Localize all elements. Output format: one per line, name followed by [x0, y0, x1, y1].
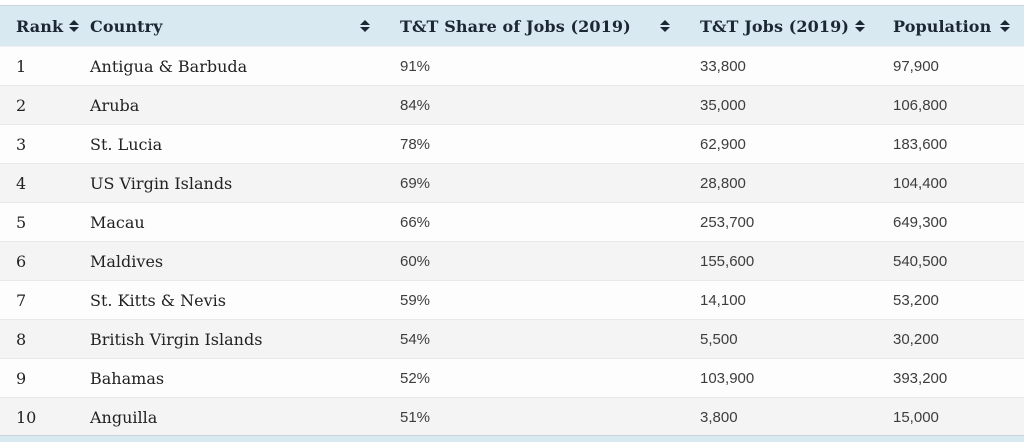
table-row: 7 St. Kitts & Nevis 59% 14,100 53,200: [0, 280, 1024, 319]
cell-share: 60%: [400, 252, 431, 270]
cell-rank: 4: [16, 173, 27, 193]
cell-jobs: 14,100: [700, 291, 746, 309]
cell-rank: 3: [16, 134, 27, 154]
cell-population: 649,300: [893, 213, 948, 231]
cell-population: 53,200: [893, 291, 939, 309]
cell-rank: 7: [16, 290, 27, 310]
table-body: 1 Antigua & Barbuda 91% 33,800 97,900 2 …: [0, 46, 1024, 436]
cell-rank: 5: [16, 212, 27, 232]
column-header-country[interactable]: Country: [74, 6, 384, 46]
cell-rank: 8: [16, 329, 27, 349]
column-header-label: T&T Share of Jobs (2019): [400, 16, 631, 36]
cell-jobs: 155,600: [700, 252, 755, 270]
table-row: 3 St. Lucia 78% 62,900 183,600: [0, 124, 1024, 163]
cell-jobs: 33,800: [700, 57, 746, 75]
cell-country: St. Kitts & Nevis: [90, 290, 226, 310]
cell-jobs: 3,800: [700, 408, 738, 426]
cell-rank: 1: [16, 56, 27, 76]
column-header-rank[interactable]: Rank: [0, 6, 80, 46]
data-table: Rank Country T&T Share of Jobs (2019) T&…: [0, 5, 1024, 436]
column-header-label: Population: [893, 16, 992, 36]
column-header-label: Rank: [16, 16, 64, 36]
table-row: 9 Bahamas 52% 103,900 393,200: [0, 358, 1024, 397]
cell-country: Maldives: [90, 251, 164, 271]
cell-rank: 10: [16, 407, 37, 427]
cell-population: 106,800: [893, 96, 948, 114]
cell-rank: 2: [16, 95, 27, 115]
table-header-row: Rank Country T&T Share of Jobs (2019) T&…: [0, 6, 1024, 46]
cell-share: 91%: [400, 57, 431, 75]
table-row: 2 Aruba 84% 35,000 106,800: [0, 85, 1024, 124]
cell-country: Macau: [90, 212, 145, 232]
column-header-tt-jobs[interactable]: T&T Jobs (2019): [684, 6, 877, 46]
sort-icon: [660, 20, 670, 32]
cell-jobs: 62,900: [700, 135, 746, 153]
cell-country: US Virgin Islands: [90, 173, 233, 193]
cell-country: Antigua & Barbuda: [90, 56, 248, 76]
cell-share: 69%: [400, 174, 431, 192]
cell-share: 54%: [400, 330, 431, 348]
sort-icon: [1000, 20, 1010, 32]
column-header-label: T&T Jobs (2019): [700, 16, 850, 36]
cell-jobs: 253,700: [700, 213, 755, 231]
table-row: 5 Macau 66% 253,700 649,300: [0, 202, 1024, 241]
sort-icon: [855, 20, 866, 32]
table-row: 1 Antigua & Barbuda 91% 33,800 97,900: [0, 46, 1024, 85]
cell-population: 30,200: [893, 330, 939, 348]
cell-share: 84%: [400, 96, 431, 114]
cell-population: 183,600: [893, 135, 948, 153]
cell-rank: 9: [16, 368, 27, 388]
cell-share: 59%: [400, 291, 431, 309]
cell-population: 104,400: [893, 174, 948, 192]
column-header-tt-share-of-jobs[interactable]: T&T Share of Jobs (2019): [384, 6, 684, 46]
cell-rank: 6: [16, 251, 27, 271]
table-row: 10 Anguilla 51% 3,800 15,000: [0, 397, 1024, 436]
cell-population: 540,500: [893, 252, 948, 270]
cell-country: Bahamas: [90, 368, 165, 388]
table-row: 4 US Virgin Islands 69% 28,800 104,400: [0, 163, 1024, 202]
cell-country: Aruba: [90, 95, 140, 115]
cutoff-footer-header-band: [0, 435, 1024, 442]
cell-country: St. Lucia: [90, 134, 163, 154]
table-row: 8 British Virgin Islands 54% 5,500 30,20…: [0, 319, 1024, 358]
cell-share: 51%: [400, 408, 431, 426]
cell-country: British Virgin Islands: [90, 329, 263, 349]
column-header-population[interactable]: Population: [877, 6, 1024, 46]
cell-jobs: 103,900: [700, 369, 755, 387]
cell-population: 15,000: [893, 408, 939, 426]
cell-share: 66%: [400, 213, 431, 231]
cell-jobs: 28,800: [700, 174, 746, 192]
cell-jobs: 5,500: [700, 330, 738, 348]
sort-icon: [360, 20, 370, 32]
table-row: 6 Maldives 60% 155,600 540,500: [0, 241, 1024, 280]
cell-share: 52%: [400, 369, 431, 387]
sort-icon: [69, 20, 80, 32]
cell-jobs: 35,000: [700, 96, 746, 114]
cell-population: 97,900: [893, 57, 939, 75]
cell-share: 78%: [400, 135, 431, 153]
cell-population: 393,200: [893, 369, 948, 387]
cell-country: Anguilla: [90, 407, 158, 427]
column-header-label: Country: [90, 16, 163, 36]
